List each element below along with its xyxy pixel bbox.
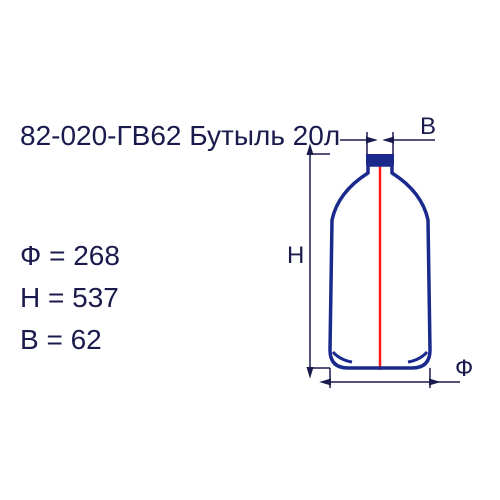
parameter-block: Ф = 268 H = 537 B = 62 bbox=[20, 235, 120, 361]
bottle-base-left bbox=[333, 352, 352, 362]
param-b: B = 62 bbox=[20, 319, 120, 361]
dim-phi-lines bbox=[330, 368, 460, 388]
param-h-label: H bbox=[20, 282, 40, 313]
param-b-value: 62 bbox=[71, 324, 102, 355]
param-phi-label: Ф bbox=[20, 240, 41, 271]
bottle-base-right bbox=[408, 352, 427, 362]
param-phi: Ф = 268 bbox=[20, 235, 120, 277]
dim-h-lines bbox=[308, 154, 330, 368]
param-h-value: 537 bbox=[72, 282, 119, 313]
param-h: H = 537 bbox=[20, 277, 120, 319]
dim-label-h: H bbox=[287, 242, 304, 270]
dim-label-b: B bbox=[420, 113, 436, 141]
param-b-label: B bbox=[20, 324, 39, 355]
param-phi-value: 268 bbox=[73, 240, 120, 271]
dim-label-phi: Ф bbox=[455, 355, 473, 383]
